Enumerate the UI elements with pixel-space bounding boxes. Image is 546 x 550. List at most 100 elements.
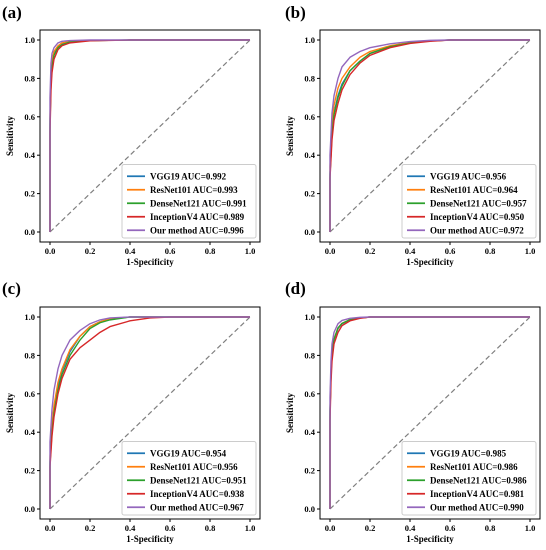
x-tick-label: 0.8 (485, 246, 496, 256)
chance-diagonal (329, 316, 531, 510)
chart-panel-2: (b) 0.0 0.2 0.4 0.6 0.8 1.0 0.0 0.2 0.4 0.6 0.8 1.0 1… (285, 3, 541, 267)
y-axis-label: Sensitivity (285, 393, 295, 434)
legend-entry: DenseNet121 AUC=0.957 (430, 198, 527, 208)
roc-curve-series-5 (329, 39, 530, 232)
y-tick-label: 1.0 (304, 312, 315, 322)
legend-box (121, 164, 257, 239)
panel-label: (b) (285, 3, 306, 22)
x-tick-label: 0.4 (125, 523, 136, 533)
legend-box (401, 164, 537, 239)
roc-curve-series-4 (329, 39, 530, 232)
y-tick-label: 0.2 (24, 189, 35, 199)
y-tick-label: 0.4 (24, 427, 35, 437)
y-tick-label: 0.4 (304, 150, 315, 160)
legend-box (121, 441, 257, 516)
x-tick-label: 0.2 (85, 246, 96, 256)
y-tick-label: 0.2 (24, 466, 35, 476)
x-tick-label: 0.6 (165, 246, 176, 256)
x-tick-label: 0.0 (325, 523, 336, 533)
legend-entry: InceptionV4 AUC=0.989 (150, 212, 245, 222)
roc-curve-series-5 (49, 39, 250, 232)
legend-entry: ResNet101 AUC=0.993 (150, 185, 238, 195)
y-tick-label: 1.0 (24, 312, 35, 322)
x-tick-label: 0.0 (325, 246, 336, 256)
y-tick-label: 0.4 (24, 150, 35, 160)
y-tick-label: 0.8 (24, 73, 35, 83)
x-tick-label: 0.0 (45, 523, 56, 533)
legend-entry: VGG19 AUC=0.954 (150, 448, 227, 458)
chance-diagonal (49, 316, 251, 510)
legend: VGG19 AUC=0.954 ResNet101 AUC=0.956 DenseN… (121, 441, 257, 516)
legend-entry: InceptionV4 AUC=0.938 (150, 489, 245, 499)
y-tick-label: 0.0 (304, 504, 315, 514)
legend-entry: InceptionV4 AUC=0.981 (430, 489, 525, 499)
panel-label: (a) (2, 3, 22, 22)
roc-curve-series-4 (49, 316, 250, 509)
x-tick-label: 0.8 (205, 523, 216, 533)
plot-frame (39, 306, 261, 520)
y-tick-label: 0.6 (24, 389, 35, 399)
legend-entry: VGG19 AUC=0.985 (430, 448, 507, 458)
x-tick-label: 0.4 (405, 523, 416, 533)
legend: VGG19 AUC=0.992 ResNet101 AUC=0.993 DenseN… (121, 164, 257, 239)
x-axis-label: 1-Specificity (406, 534, 454, 544)
x-axis-label: 1-Specificity (126, 257, 174, 267)
x-axis-label: 1-Specificity (126, 534, 174, 544)
plot-frame (39, 29, 261, 243)
y-tick-label: 1.0 (304, 35, 315, 45)
legend-entry: VGG19 AUC=0.956 (430, 171, 507, 181)
chance-diagonal (329, 39, 531, 233)
y-tick-label: 0.8 (304, 73, 315, 83)
chart-panel-1: (a) 0.0 0.2 0.4 0.6 0.8 1.0 0.0 0.2 0.4 0.6 0.8 1.0 1… (2, 3, 261, 267)
legend-entry: ResNet101 AUC=0.956 (150, 462, 238, 472)
y-axis-label: Sensitivity (5, 393, 15, 434)
x-tick-label: 0.6 (445, 246, 456, 256)
legend-entry: ResNet101 AUC=0.964 (430, 185, 518, 195)
y-tick-label: 0.6 (304, 389, 315, 399)
chart-panel-4: (d) 0.0 0.2 0.4 0.6 0.8 1.0 0.0 0.2 0.4 0.6 0.8 1.0 1… (285, 279, 541, 544)
y-tick-label: 0.2 (304, 189, 315, 199)
x-tick-label: 0.2 (365, 523, 376, 533)
panel-label: (c) (2, 279, 21, 298)
x-tick-label: 1.0 (245, 523, 256, 533)
x-tick-label: 0.8 (485, 523, 496, 533)
legend-entry: Our method AUC=0.972 (430, 225, 524, 235)
x-tick-label: 1.0 (525, 246, 536, 256)
y-tick-label: 0.8 (304, 350, 315, 360)
y-tick-label: 0.6 (24, 112, 35, 122)
chart-panel-3: (c) 0.0 0.2 0.4 0.6 0.8 1.0 0.0 0.2 0.4 0.6 0.8 1.0 1… (2, 279, 261, 544)
y-tick-label: 0.0 (24, 504, 35, 514)
x-tick-label: 0.2 (365, 246, 376, 256)
x-tick-label: 1.0 (525, 523, 536, 533)
legend-entry: Our method AUC=0.990 (430, 502, 524, 512)
y-tick-label: 0.6 (304, 112, 315, 122)
y-axis-label: Sensitivity (285, 116, 295, 157)
y-tick-label: 0.0 (24, 227, 35, 237)
legend-entry: VGG19 AUC=0.992 (150, 171, 227, 181)
y-tick-label: 0.0 (304, 227, 315, 237)
panel-label: (d) (285, 279, 306, 298)
plot-frame (319, 306, 541, 520)
y-tick-label: 0.8 (24, 350, 35, 360)
x-tick-label: 0.6 (445, 523, 456, 533)
y-tick-label: 0.2 (304, 466, 315, 476)
y-tick-label: 1.0 (24, 35, 35, 45)
roc-curve-series-5 (329, 316, 530, 509)
x-tick-label: 0.8 (205, 246, 216, 256)
legend-entry: DenseNet121 AUC=0.991 (150, 198, 247, 208)
legend-box (401, 441, 537, 516)
x-tick-label: 0.0 (45, 246, 56, 256)
legend-entry: Our method AUC=0.967 (150, 502, 244, 512)
x-axis-label: 1-Specificity (406, 257, 454, 267)
legend: VGG19 AUC=0.985 ResNet101 AUC=0.986 DenseN… (401, 441, 537, 516)
legend-entry: DenseNet121 AUC=0.986 (430, 475, 527, 485)
roc-curve-series-2 (49, 316, 250, 509)
x-tick-label: 0.2 (85, 523, 96, 533)
y-axis-label: Sensitivity (5, 116, 15, 157)
x-tick-label: 0.4 (125, 246, 136, 256)
y-tick-label: 0.4 (304, 427, 315, 437)
x-tick-label: 1.0 (245, 246, 256, 256)
x-tick-label: 0.4 (405, 246, 416, 256)
legend-entry: Our method AUC=0.996 (150, 225, 244, 235)
